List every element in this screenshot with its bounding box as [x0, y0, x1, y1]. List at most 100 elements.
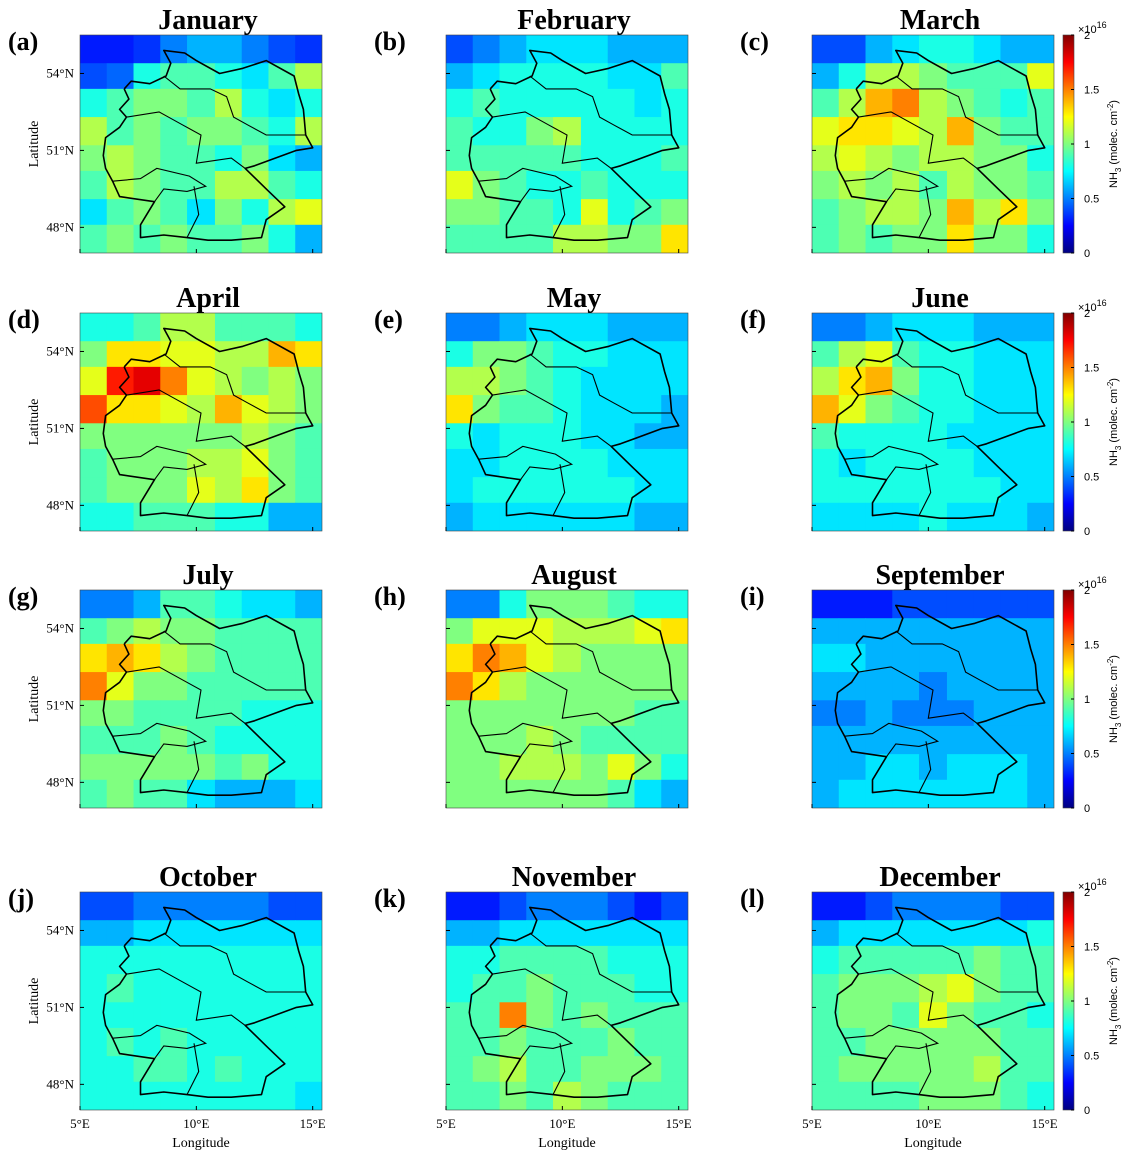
- heatmap-cell: [919, 1056, 948, 1083]
- heatmap-cell: [1027, 199, 1054, 226]
- heatmap-cell: [499, 341, 527, 368]
- heatmap-cell: [580, 35, 609, 64]
- heatmap-cell: [295, 779, 322, 808]
- heatmap-cell: [187, 892, 216, 921]
- y-tick-label: 54°N: [46, 620, 74, 635]
- heatmap-cell: [812, 754, 840, 781]
- heatmap-cell: [812, 366, 840, 396]
- map-panel: 5°E 10°E 15°E Longitude December (l) 0 0.5 1 1.5 2…: [740, 862, 1123, 1151]
- heatmap-cell: [812, 590, 840, 619]
- heatmap-cell: [919, 448, 948, 478]
- heatmap-cell: [160, 170, 188, 200]
- heatmap-cell: [892, 313, 920, 342]
- heatmap-cell: [133, 754, 161, 781]
- heatmap-cell: [580, 448, 609, 478]
- state-border: [844, 1024, 940, 1060]
- heatmap-cell: [812, 448, 840, 478]
- heatmap-cell: [607, 145, 635, 172]
- panel-label: (i): [740, 582, 765, 611]
- heatmap-cell: [634, 224, 662, 253]
- heatmap-cell: [80, 395, 108, 424]
- heatmap-cell: [499, 700, 527, 727]
- heatmap-cell: [946, 170, 975, 200]
- heatmap-cell: [268, 892, 296, 921]
- state-border: [478, 445, 574, 481]
- heatmap-cell: [892, 170, 920, 200]
- heatmap-cell: [865, 618, 893, 645]
- heatmap-cell: [241, 1027, 269, 1057]
- heatmap-cell: [553, 974, 582, 1003]
- map-panel: March (c) 0 0.5 1 1.5 2×1016 NH3 (molec. cm-2): [740, 5, 1123, 260]
- heatmap-cell: [446, 754, 474, 781]
- heatmap-cell: [499, 395, 527, 424]
- state-border: [529, 75, 672, 136]
- heatmap-cell: [892, 88, 920, 118]
- heatmap-cell: [268, 1056, 296, 1083]
- heatmap-cell: [607, 672, 635, 701]
- heatmap-cell: [187, 341, 216, 368]
- heatmap-cell: [553, 618, 582, 645]
- heatmap-cell: [446, 448, 474, 478]
- heatmap-cell: [634, 341, 662, 368]
- heatmap-cell: [295, 448, 322, 478]
- heatmap-cell: [812, 313, 840, 342]
- heatmap-cell: [526, 643, 554, 673]
- heatmap-cell: [812, 145, 840, 172]
- heatmap-cell: [892, 1056, 920, 1083]
- heatmap-cell: [634, 1056, 662, 1083]
- heatmap-cell: [499, 754, 527, 781]
- heatmap-cell: [1000, 341, 1028, 368]
- heatmap-cell: [946, 920, 975, 947]
- panel-frame: [811, 891, 1055, 1111]
- heatmap-cell: [526, 88, 554, 118]
- heatmap-cell: [580, 117, 609, 146]
- heatmap-cell: [812, 974, 840, 1003]
- y-tick-label: 54°N: [46, 922, 74, 937]
- heatmap-cell: [446, 170, 474, 200]
- heatmap-cell: [241, 395, 269, 424]
- heatmap-cell: [472, 502, 501, 531]
- colorbar-label-part: NH: [1108, 727, 1120, 743]
- heatmap-cell: [106, 395, 135, 424]
- heatmap-cell: [472, 199, 501, 226]
- state-border: [186, 464, 200, 516]
- heatmap-cell: [892, 700, 920, 727]
- heatmap-cell: [946, 754, 975, 781]
- heatmap-cell: [133, 1056, 161, 1083]
- state-border: [529, 353, 672, 414]
- heatmap-cell: [80, 35, 108, 64]
- heatmap-cell: [838, 754, 867, 781]
- heatmap-cell: [553, 590, 582, 619]
- heatmap-cell: [472, 643, 501, 673]
- heatmap-cell: [919, 341, 948, 368]
- heatmap-cell: [1027, 945, 1054, 975]
- heatmap-cell: [973, 313, 1001, 342]
- heatmap-cell: [160, 974, 188, 1003]
- heatmap-cell: [1027, 1081, 1054, 1110]
- heatmap-cell: [838, 448, 867, 478]
- heatmap-cell: [892, 423, 920, 450]
- heatmap-cell: [812, 618, 840, 645]
- y-tick-label: 51°N: [46, 999, 74, 1014]
- x-tick-label: 10°E: [915, 1116, 941, 1131]
- heatmap-cell: [446, 700, 474, 727]
- colorbar-tick-label: 0: [1084, 248, 1090, 260]
- heatmap-cell: [661, 224, 688, 253]
- state-border: [126, 666, 246, 724]
- heatmap-cell: [607, 395, 635, 424]
- heatmap-cell: [214, 35, 243, 64]
- heatmap-cell: [865, 117, 893, 146]
- map-panel: May (e): [374, 283, 689, 532]
- heatmap-cell: [160, 892, 188, 921]
- heatmap-cell: [553, 170, 582, 200]
- heatmap-cell: [80, 974, 108, 1003]
- heatmap-cell: [973, 974, 1001, 1003]
- heatmap-cell: [607, 170, 635, 200]
- heatmap-cell: [634, 199, 662, 226]
- heatmap-cell: [919, 590, 948, 619]
- country-border: [834, 604, 1046, 797]
- heatmap-cell: [1000, 395, 1028, 424]
- heatmap-cell: [865, 1056, 893, 1083]
- heatmap-cell: [865, 199, 893, 226]
- heatmap-cell: [580, 590, 609, 619]
